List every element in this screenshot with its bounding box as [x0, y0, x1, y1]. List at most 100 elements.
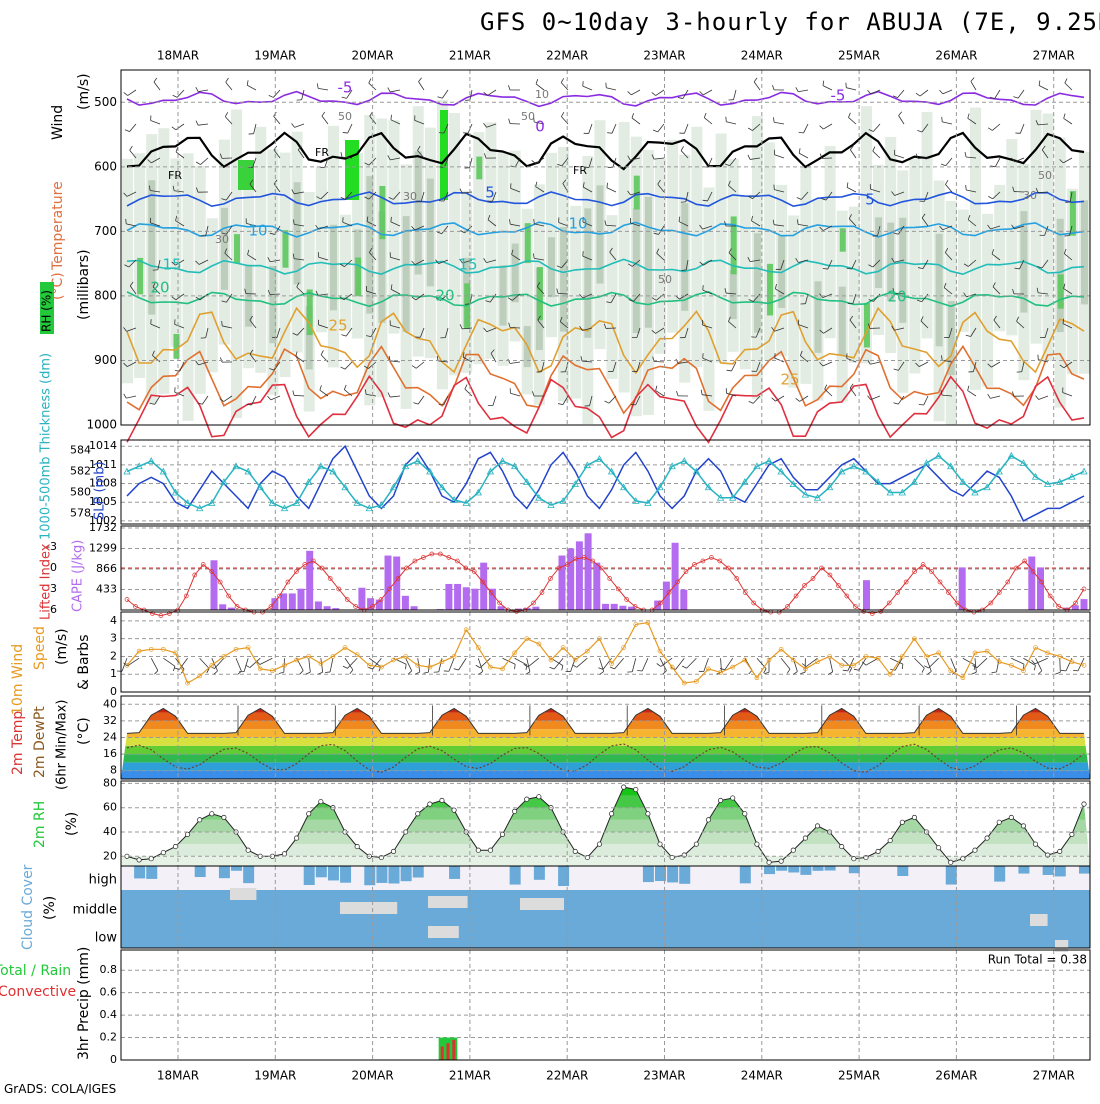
surface-wind-barb — [830, 658, 833, 672]
rh-point — [319, 799, 323, 803]
cloud-high-bar — [219, 866, 230, 878]
surface-wind-barb — [151, 658, 158, 670]
ylabel-speed-0: Speed — [32, 626, 48, 670]
cloud-high-bar — [667, 866, 678, 882]
cape-tick-1299: 1299 — [89, 542, 117, 555]
upper-wind-barb-flag — [966, 185, 967, 190]
rh-shade-light — [703, 187, 714, 410]
surface-wind-barb-flag — [600, 672, 604, 675]
cape-bar — [1081, 599, 1088, 610]
cape-bar — [411, 606, 418, 610]
cloud-clear-patch — [428, 896, 468, 908]
surface-wind-barb-flag — [764, 669, 767, 673]
surface-wind-barb-flag — [279, 672, 284, 673]
precip-frame — [121, 950, 1090, 1060]
rh-shade-light — [607, 215, 618, 379]
ylabel-temp-0: Temperature — [50, 181, 66, 271]
rh-shade-green — [234, 234, 240, 263]
rh-shade-light — [788, 215, 799, 387]
cloud-level-middle: middle — [73, 903, 117, 918]
surface-wind-barb-flag — [572, 665, 576, 668]
cloud-high-bar — [849, 866, 860, 873]
ylabel-minmax-0: (6hr Min/Max) — [55, 700, 70, 790]
surface-wind-barb-flag — [300, 671, 303, 675]
cloud-high-bar — [231, 866, 242, 871]
rh-point — [888, 838, 892, 842]
x-label-bottom-27MAR: 27MAR — [1033, 1069, 1075, 1083]
cloud-high-bar — [788, 866, 799, 872]
cloud-clear-patch — [428, 926, 459, 938]
surface-wind-barb — [163, 658, 175, 666]
surface-wind-barb — [1011, 658, 1024, 664]
surface-wind-barb — [977, 658, 987, 668]
rh-shade-green — [525, 223, 531, 263]
surface-wind-barb — [632, 658, 635, 672]
x-label-bottom-24MAR: 24MAR — [741, 1069, 783, 1083]
rh-shade-bright — [345, 140, 359, 200]
x-label-top-25MAR: 25MAR — [838, 49, 880, 63]
rh-point — [440, 798, 444, 802]
surface-wind-barb-flag — [343, 666, 348, 668]
cape-bar — [567, 548, 574, 610]
surface-wind-barb-flag — [1056, 672, 1061, 674]
ylabel-lifted-index-0: Lifted Index — [39, 543, 54, 620]
temp-tick-40: 40 — [103, 697, 117, 710]
precip-tick-0.2: 0.2 — [100, 1031, 118, 1044]
x-label-top-23MAR: 23MAR — [643, 49, 685, 63]
cloud-level-high: high — [89, 873, 117, 888]
surface-wind-barb-flag — [173, 666, 174, 671]
rh-point — [621, 785, 625, 789]
rh-point — [1082, 802, 1086, 806]
rh-point — [573, 849, 577, 853]
ylabel-2m-rh-0: 2m RH — [32, 801, 48, 848]
rh-shade-green — [1058, 274, 1064, 308]
surface-wind-barb-flag — [175, 668, 180, 670]
ylabel-cloud-unit-0: (%) — [42, 896, 58, 920]
isotherm-label: 15 — [162, 256, 181, 274]
cape-bar — [463, 587, 470, 610]
rh-shade-mid — [403, 216, 410, 332]
ylabel-millibars-0: (millibars) — [76, 249, 92, 320]
rh-point — [1009, 815, 1013, 819]
surface-wind-barb-flag — [657, 663, 661, 666]
rh-shade-green — [173, 334, 179, 359]
rh-shade-mid — [730, 270, 737, 319]
rh-shade-light — [994, 185, 1005, 331]
x-label-top-20MAR: 20MAR — [352, 49, 394, 63]
cape-bar — [324, 606, 331, 610]
rh-shade-light — [849, 207, 860, 363]
upper-wind-barb-flag — [222, 321, 223, 326]
surface-wind-barb — [642, 658, 648, 671]
surface-wind-barb-flag — [992, 672, 997, 673]
rh-point — [876, 849, 880, 853]
temp-tick-24: 24 — [103, 731, 117, 744]
cloud-high-bar — [364, 866, 375, 885]
upper-wind-barb-flag — [439, 133, 444, 134]
cape-bar — [1028, 557, 1035, 610]
rh-shade-light — [909, 158, 920, 373]
rh-point — [767, 860, 771, 864]
thickness-tick-580: 580 — [70, 486, 91, 499]
rh-point — [391, 849, 395, 853]
rh-shade-light — [740, 196, 751, 369]
thickness-point — [1081, 469, 1087, 475]
cloud-high-bar — [643, 866, 654, 882]
upper-air-y-tick-1000: 1000 — [86, 418, 117, 432]
cloud-high-bar — [897, 866, 908, 876]
surface-wind-barb-flag — [350, 670, 353, 674]
precip-tick-0: 0 — [110, 1053, 117, 1066]
rh-shade-mid — [875, 217, 882, 288]
rh-point — [961, 857, 965, 861]
surface-wind-barb — [554, 658, 563, 669]
rh-point — [137, 858, 141, 862]
cloud-clear-patch — [340, 902, 397, 914]
rh-shade-mid — [754, 233, 761, 332]
isotherm-label: 10 — [535, 88, 549, 101]
surface-wind-barb — [914, 658, 924, 668]
x-label-bottom-19MAR: 19MAR — [254, 1069, 296, 1083]
cape-bar — [402, 596, 409, 610]
isotherm-label: FR — [315, 146, 329, 159]
surface-wind-barb-flag — [720, 668, 725, 669]
rh-shade-mid — [633, 208, 640, 333]
cloud-high-bar — [146, 866, 157, 879]
